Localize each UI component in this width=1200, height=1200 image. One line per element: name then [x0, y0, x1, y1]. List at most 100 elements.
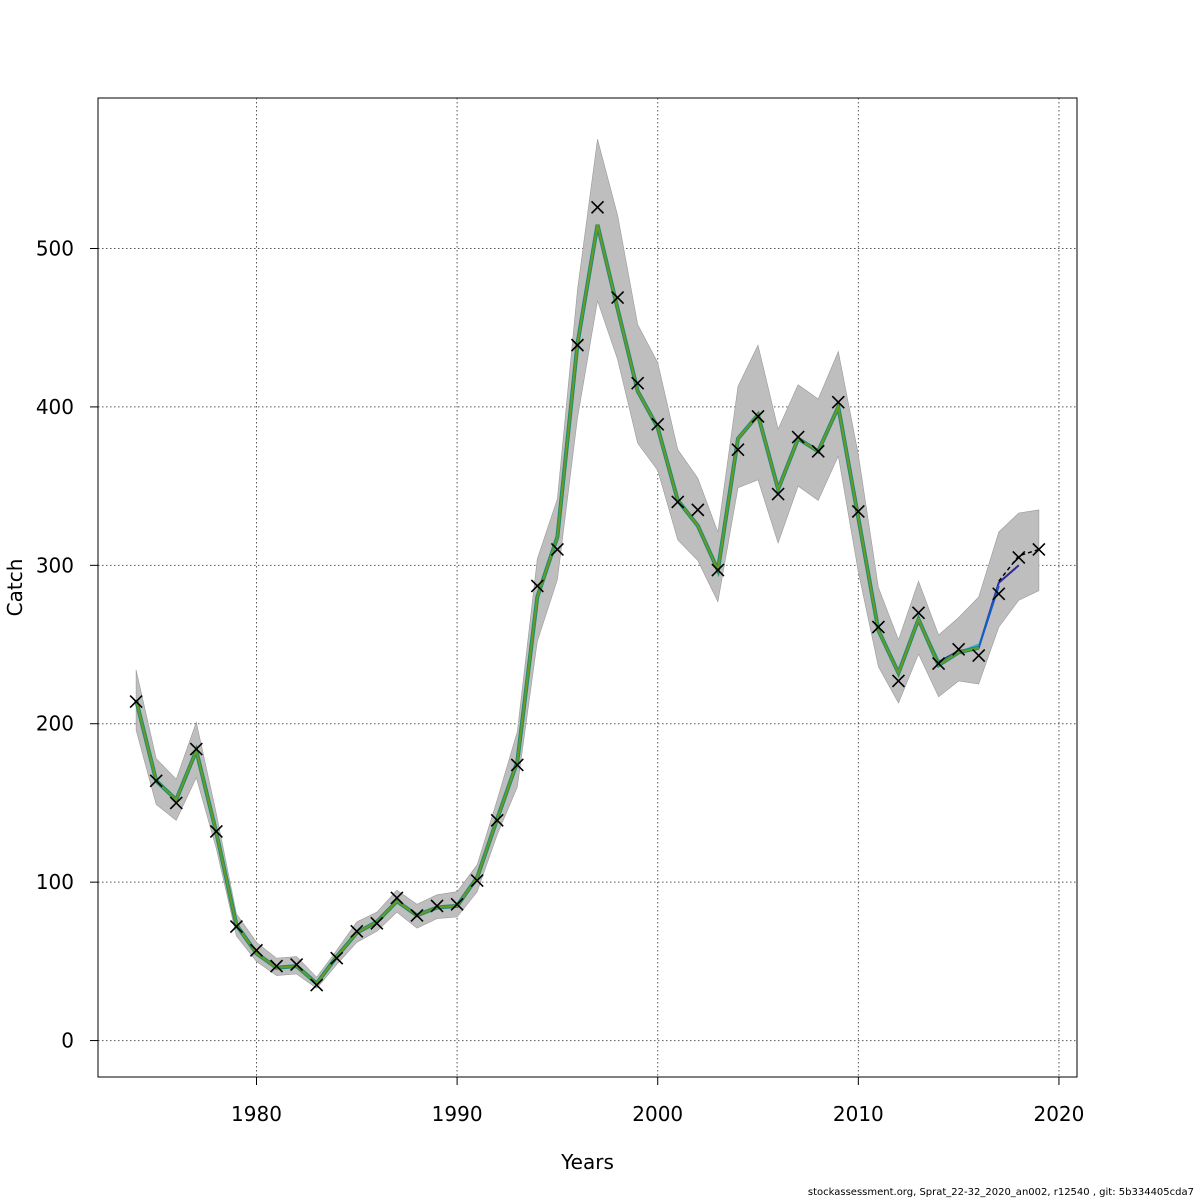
marker-stroke — [932, 656, 946, 671]
marker-stroke — [450, 897, 464, 911]
observed-point — [430, 899, 444, 913]
observed-point — [1032, 542, 1046, 557]
observed-point — [570, 338, 585, 352]
observed-point — [450, 897, 464, 911]
y-tick-label: 0 — [61, 1029, 74, 1053]
observed-point — [851, 504, 865, 519]
marker-stroke — [550, 542, 564, 557]
observed-point — [590, 200, 605, 214]
observed-point — [550, 542, 564, 557]
observed-point — [149, 774, 163, 788]
marker-stroke — [530, 579, 544, 593]
observed-point — [992, 587, 1006, 601]
marker-stroke — [711, 563, 725, 577]
x-tick-label: 1990 — [432, 1102, 483, 1126]
marker-stroke — [952, 642, 966, 656]
x-axis-label: Years — [560, 1150, 614, 1174]
marker-stroke — [791, 430, 805, 444]
observed-point — [871, 620, 885, 634]
marker-stroke — [651, 417, 665, 431]
source-footer: stockassessment.org, Sprat_22-32_2020_an… — [807, 1187, 1194, 1198]
x-tick-label: 2020 — [1033, 1102, 1084, 1126]
x-tick-label: 1980 — [231, 1102, 282, 1126]
marker-stroke — [851, 504, 865, 519]
marker-stroke — [570, 338, 585, 352]
observed-point — [911, 606, 926, 620]
observed-point — [891, 674, 906, 688]
marker-stroke — [249, 943, 264, 957]
y-tick-label: 100 — [36, 870, 74, 894]
observed-point — [290, 957, 304, 972]
series-lines-layer — [134, 224, 1040, 987]
observed-point — [129, 694, 143, 709]
marker-stroke — [771, 487, 785, 501]
observed-point — [530, 579, 544, 593]
marker-stroke — [510, 758, 524, 772]
y-tick-label: 500 — [36, 236, 74, 260]
marker-stroke — [611, 291, 625, 305]
marker-stroke — [891, 674, 906, 688]
marker-stroke — [169, 796, 183, 810]
marker-stroke — [490, 813, 504, 827]
confidence-band — [135, 139, 1040, 989]
axes: 1980 1990 2000 2010 2020 0 100 200 300 400 500 — [36, 236, 1085, 1126]
observed-point — [350, 924, 364, 938]
marker-stroke — [470, 874, 484, 888]
observed-point — [310, 978, 324, 992]
marker-stroke — [911, 606, 926, 620]
marker-stroke — [149, 774, 163, 788]
marker-stroke — [410, 908, 424, 922]
forecast-line — [998, 548, 1040, 582]
observed-point — [209, 824, 223, 839]
marker-stroke — [631, 376, 645, 390]
y-tick-label: 300 — [36, 553, 74, 577]
observed-point — [370, 916, 384, 930]
y-tick-label: 400 — [36, 395, 74, 419]
observed-point — [229, 919, 243, 934]
confidence-band-layer — [135, 139, 1040, 989]
observed-point — [330, 951, 344, 965]
marker-stroke — [590, 200, 605, 214]
observed-point — [811, 444, 825, 458]
marker-stroke — [370, 916, 384, 930]
y-tick-label: 200 — [36, 712, 74, 736]
observed-point — [510, 758, 524, 772]
marker-stroke — [972, 649, 986, 663]
marker-stroke — [671, 495, 685, 509]
observed-point — [952, 642, 966, 656]
marker-stroke — [751, 409, 765, 423]
observed-point — [932, 656, 946, 671]
observed-point — [1012, 550, 1026, 564]
observed-markers-layer — [129, 200, 1046, 992]
marker-stroke — [269, 959, 284, 973]
marker-stroke — [430, 899, 444, 913]
observed-point — [671, 495, 685, 509]
observed-point — [771, 487, 785, 501]
marker-stroke — [390, 891, 404, 905]
marker-stroke — [330, 951, 344, 965]
marker-stroke — [229, 919, 243, 934]
marker-stroke — [1012, 550, 1026, 564]
estimate-line — [135, 224, 979, 985]
marker-stroke — [691, 503, 705, 517]
marker-stroke — [189, 742, 203, 756]
observed-point — [972, 649, 986, 663]
observed-point — [390, 891, 404, 905]
marker-stroke — [811, 444, 825, 458]
observed-point — [611, 291, 625, 305]
observed-point — [651, 417, 665, 431]
marker-stroke — [209, 824, 223, 839]
observed-point — [711, 563, 725, 577]
marker-stroke — [871, 620, 885, 634]
marker-stroke — [310, 978, 324, 992]
observed-point — [249, 943, 264, 957]
observed-point — [470, 874, 484, 888]
marker-stroke — [731, 443, 745, 457]
marker-stroke — [992, 587, 1006, 601]
marker-stroke — [1032, 542, 1046, 557]
observed-point — [691, 503, 705, 517]
observed-point — [490, 813, 504, 827]
observed-point — [791, 430, 805, 444]
y-axis-label: Catch — [3, 559, 27, 617]
